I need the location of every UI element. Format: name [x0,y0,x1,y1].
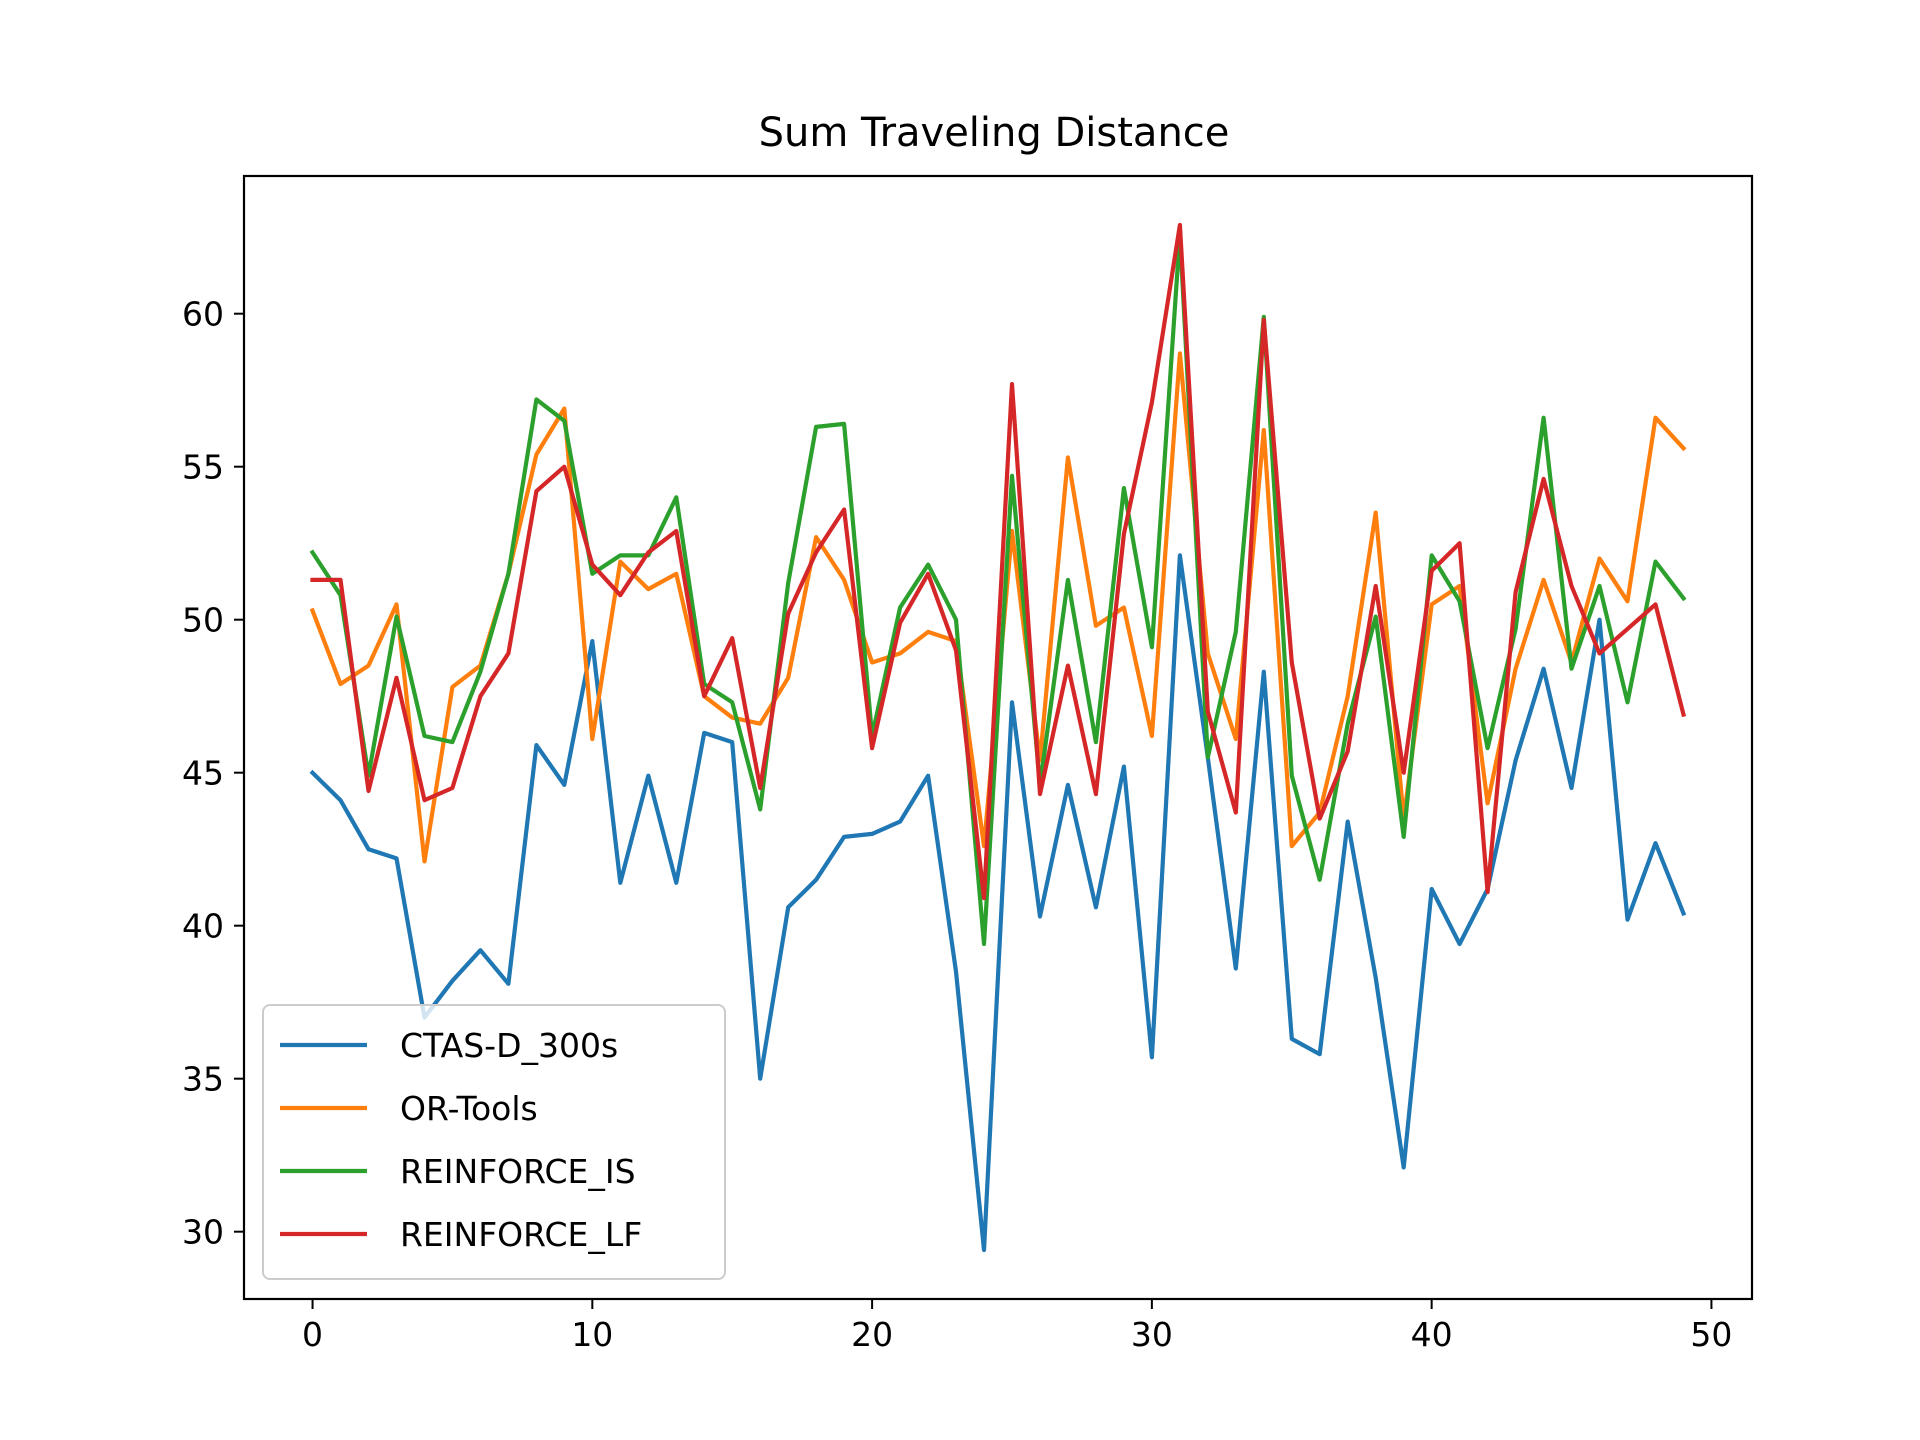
series-line-0 [309,553,1687,1253]
chart-title: Sum Traveling Distance [759,110,1230,156]
x-tick-label: 40 [1411,1315,1453,1354]
legend-label-0: CTAS-D_300s [400,1026,618,1065]
y-tick-label: 55 [182,448,224,487]
y-tick-label: 40 [182,907,224,946]
x-tick-label: 20 [851,1315,893,1354]
y-tick-label: 50 [182,601,224,640]
y-tick-label: 45 [182,754,224,793]
series-line-2 [309,232,1687,947]
x-tick-label: 30 [1131,1315,1173,1354]
legend-box [262,1004,726,1280]
plot-frame [242,174,1754,1301]
y-tick-label: 60 [182,295,224,334]
legend: CTAS-D_300s OR-Tools REINFORCE_IS REINFORCE… [262,1004,726,1280]
legend-label-1: OR-Tools [400,1089,538,1128]
legend-label-3: REINFORCE_LF [400,1215,642,1254]
axes: 0 10 20 30 40 50 30 35 40 45 50 55 60 [182,174,1754,1354]
plot-area [309,222,1687,1253]
legend-label-2: REINFORCE_IS [400,1152,636,1191]
x-tick-label: 50 [1690,1315,1732,1354]
x-tick-label: 10 [571,1315,613,1354]
x-tick-label: 0 [302,1315,323,1354]
y-tick-label: 35 [182,1060,224,1099]
series-line-3 [310,222,1687,901]
y-tick-label: 30 [182,1213,224,1252]
